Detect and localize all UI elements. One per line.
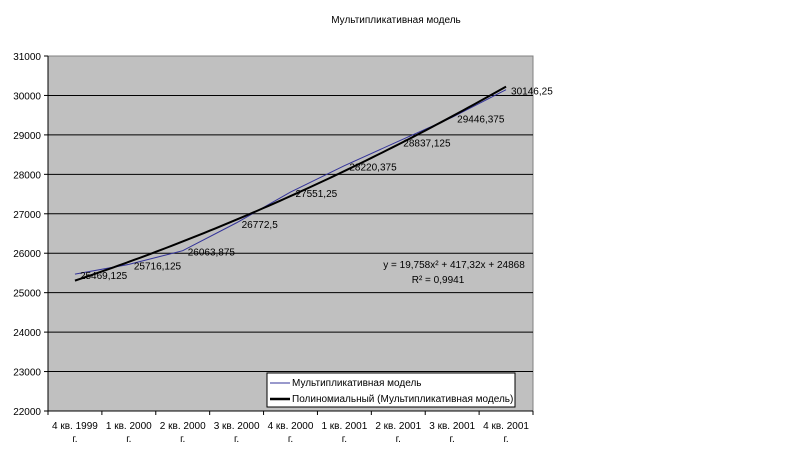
x-tick-label: 3 кв. 2001 — [429, 421, 475, 432]
data-label: 26063,875 — [188, 248, 236, 259]
y-tick-label: 25000 — [13, 289, 41, 300]
data-label: 27551,25 — [296, 189, 338, 200]
data-label: 30146,25 — [511, 87, 553, 98]
y-tick-label: 31000 — [13, 52, 41, 63]
legend-label-trendline: Полиномиальный (Мультипликативная модель… — [292, 394, 513, 405]
x-tick-label: 1 кв. 2001 — [321, 421, 367, 432]
y-tick-label: 30000 — [13, 91, 41, 102]
x-tick-label: 3 кв. 2000 — [214, 421, 260, 432]
x-tick-label: 4 кв. 2000 — [268, 421, 314, 432]
legend: Мультипликативная модель Полиномиальный … — [266, 372, 516, 408]
y-tick-label: 29000 — [13, 131, 41, 142]
x-tick-label: 2 кв. 2000 — [160, 421, 206, 432]
x-tick-label-suffix: г. — [126, 434, 131, 445]
x-tick-label-suffix: г. — [503, 434, 508, 445]
x-tick-label: 2 кв. 2001 — [375, 421, 421, 432]
data-label: 26772,5 — [242, 220, 279, 231]
x-tick-label-suffix: г. — [180, 434, 185, 445]
data-label: 29446,375 — [457, 114, 505, 125]
y-tick-label: 24000 — [13, 328, 41, 339]
x-tick-label-suffix: г. — [450, 434, 455, 445]
data-label: 28220,375 — [349, 163, 397, 174]
y-tick-label: 26000 — [13, 249, 41, 260]
y-tick-label: 23000 — [13, 368, 41, 379]
x-tick-label-suffix: г. — [342, 434, 347, 445]
x-tick-label: 4 кв. 1999 — [52, 421, 98, 432]
y-tick-label: 28000 — [13, 170, 41, 181]
chart-title: Мультипликативная модель — [331, 15, 461, 26]
x-tick-label: 4 кв. 2001 — [483, 421, 529, 432]
data-label: 25716,125 — [134, 261, 182, 272]
x-tick-label-suffix: г. — [72, 434, 77, 445]
legend-label-series: Мультипликативная модель — [292, 378, 422, 389]
data-label: 25469,125 — [80, 271, 128, 282]
y-tick-label: 27000 — [13, 210, 41, 221]
trendline — [74, 85, 507, 282]
x-tick-label-suffix: г. — [396, 434, 401, 445]
r-squared: R² = 0,9941 — [412, 275, 465, 286]
x-tick-label-suffix: г. — [288, 434, 293, 445]
plot-area — [47, 55, 534, 412]
y-tick-label: 22000 — [13, 407, 41, 418]
trendline-equation: y = 19,758x² + 417,32x + 24868 — [383, 260, 525, 271]
x-tick-label: 1 кв. 2000 — [106, 421, 152, 432]
data-label: 28837,125 — [403, 138, 451, 149]
x-tick-label-suffix: г. — [234, 434, 239, 445]
